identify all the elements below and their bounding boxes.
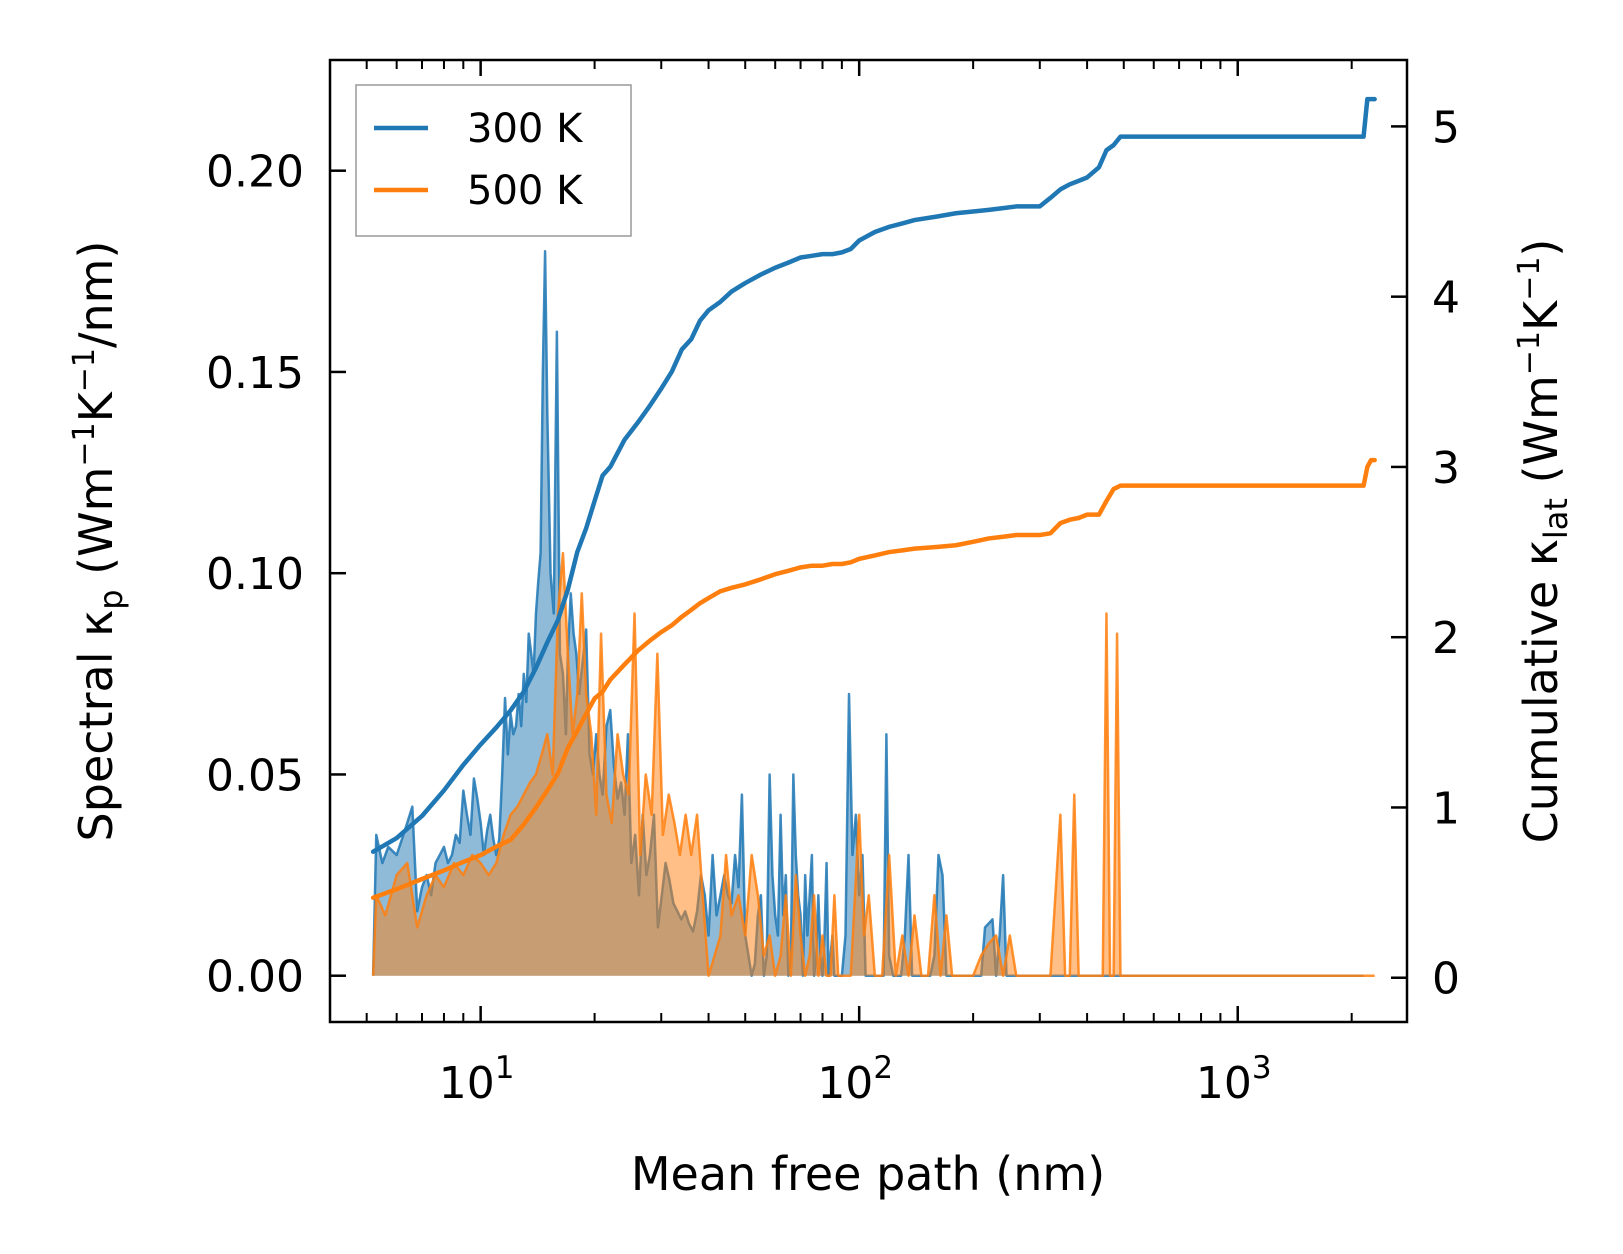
y-left-axis-label: Spectral κp (Wm−1K−1/nm) [67, 241, 130, 842]
y-right-tick-label: 1 [1432, 783, 1460, 834]
spectral-fills [371, 249, 1375, 977]
y-right-tick-label: 0 [1432, 954, 1460, 1005]
axis-ticks [329, 60, 1407, 1022]
y-left-tick-label: 0.05 [206, 750, 304, 801]
cumulative-line-300k [370, 96, 1377, 854]
legend-label-300k: 300 K [467, 106, 584, 152]
y-right-tick-label: 3 [1432, 443, 1460, 494]
y-right-tick-label: 4 [1432, 273, 1460, 324]
legend: 300 K 500 K [355, 84, 632, 237]
y-right-tick-label: 5 [1432, 102, 1460, 153]
y-left-tick-label: 0.15 [206, 348, 304, 399]
spectral-line-500k [371, 551, 1375, 977]
cumulative-line-500k [370, 457, 1377, 900]
tick-labels: 101 102 103 0.00 0.05 0.10 0.15 0.20 0 1 2 3 4 5 [206, 102, 1460, 1109]
x-tick-label: 103 [1196, 1050, 1272, 1109]
y-left-tick-label: 0.20 [206, 147, 304, 198]
y-left-tick-label: 0.10 [206, 549, 304, 600]
x-tick-label: 101 [439, 1050, 515, 1109]
legend-box [355, 84, 632, 237]
plot-frame [328, 58, 1409, 1024]
x-axis-label: Mean free path (nm) [631, 1147, 1105, 1201]
legend-label-500k: 500 K [467, 168, 584, 214]
y-right-axis-label: Cumulative κlat (Wm−1K−1) [1512, 239, 1575, 844]
x-tick-label: 102 [817, 1050, 893, 1109]
spectral-fill-500k [373, 553, 1375, 976]
y-right-tick-label: 2 [1432, 613, 1460, 664]
y-left-tick-label: 0.00 [206, 952, 304, 1003]
series-lines [370, 96, 1377, 900]
